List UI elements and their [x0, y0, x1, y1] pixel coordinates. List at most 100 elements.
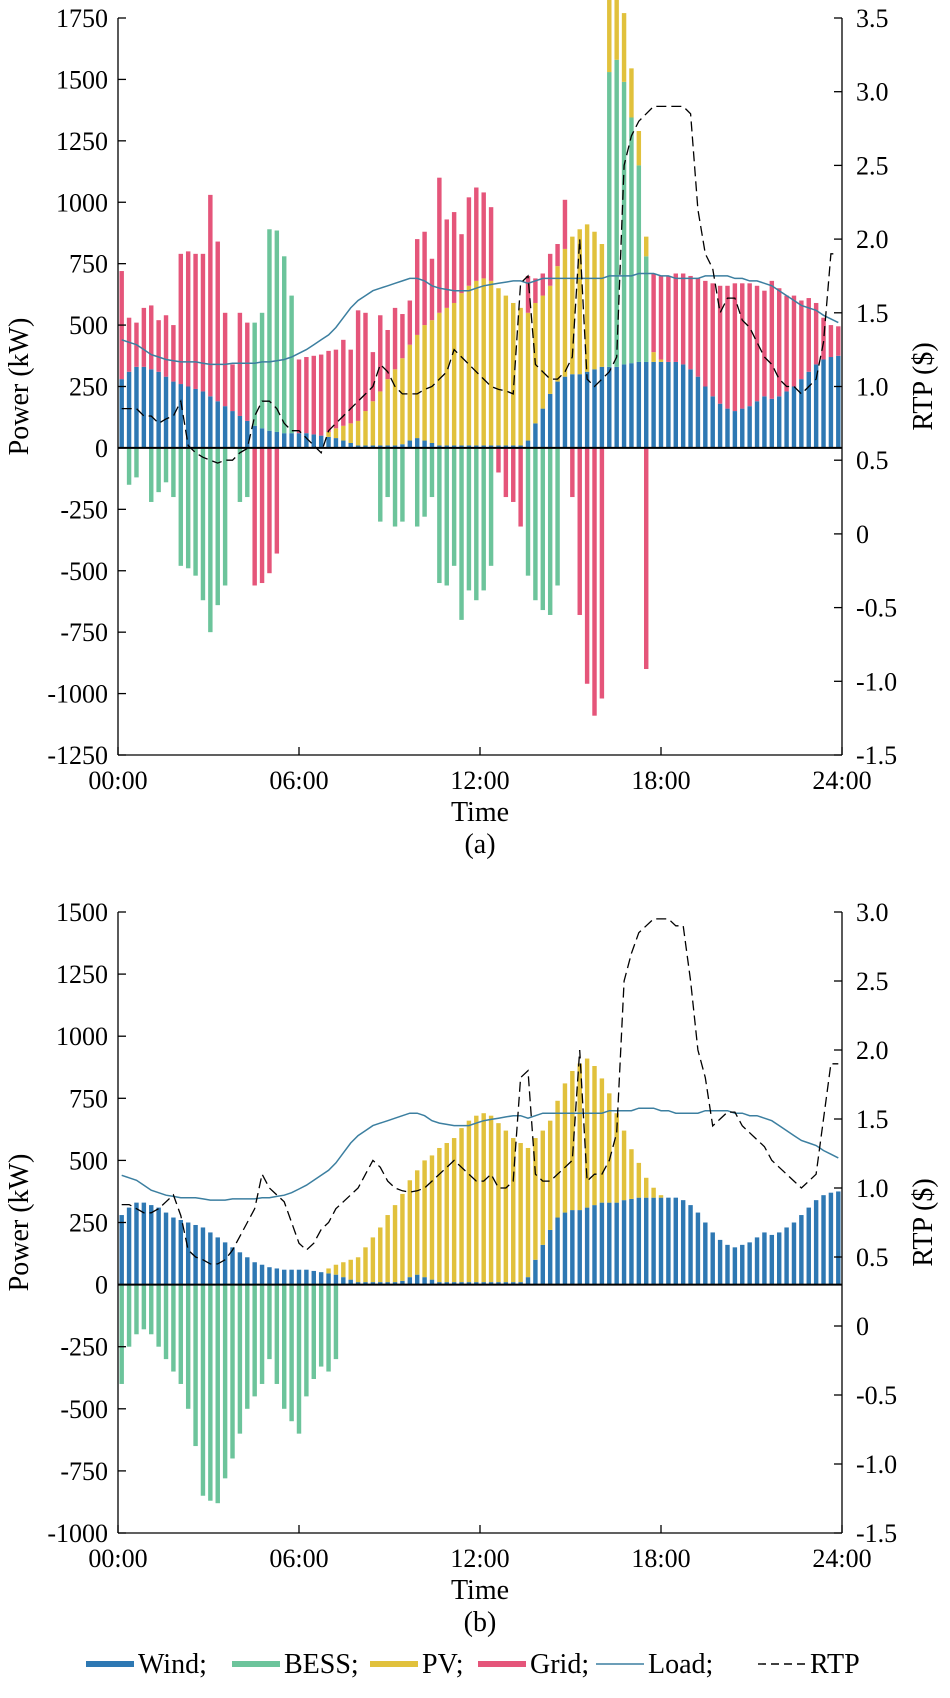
bar-wind: [119, 1215, 124, 1285]
bar-grid: [429, 258, 435, 321]
bar-wind: [193, 1224, 198, 1285]
bar-wind: [451, 445, 457, 448]
bar-wind: [208, 1232, 213, 1285]
bar-wind: [636, 1197, 642, 1285]
bar-wind: [392, 445, 398, 448]
bar-wind: [481, 445, 486, 448]
y2-tick-label: 1.0: [856, 373, 889, 402]
y2-tick-label: 3.0: [856, 898, 889, 927]
bar-pv: [496, 288, 501, 446]
bar-pv: [636, 131, 642, 166]
bar-grid: [400, 314, 405, 359]
bar-wind: [318, 1272, 324, 1285]
bar-pv: [577, 1063, 582, 1211]
x-tick-label: 12:00: [450, 1544, 509, 1573]
bar-wind: [488, 445, 494, 448]
y-tick-label: 1000: [56, 188, 108, 217]
y-tick-label: 1250: [56, 127, 108, 156]
bar-wind: [813, 364, 819, 448]
bar-pv: [555, 266, 560, 382]
bar-grid: [680, 273, 686, 365]
bar-grid: [363, 312, 368, 412]
bar-pv: [614, 1113, 619, 1203]
bar-wind: [762, 1232, 767, 1285]
bar-wind: [193, 388, 198, 448]
bar-wind: [518, 445, 523, 448]
bar-bess: [259, 1284, 265, 1384]
x-tick-label: 00:00: [88, 1544, 147, 1573]
bar-grid: [156, 320, 161, 372]
bar-pv: [525, 312, 531, 441]
bar-bess: [614, 59, 619, 367]
bar-bess: [629, 117, 634, 364]
bar-wind: [237, 415, 243, 448]
bar-pv: [444, 1143, 449, 1283]
bar-wind: [503, 445, 509, 448]
bar-wind: [644, 361, 649, 448]
bar-grid: [703, 280, 708, 387]
bar-wind: [178, 384, 184, 448]
bar-pv: [621, 1130, 627, 1201]
bar-bess: [289, 295, 294, 434]
bar-grid: [740, 283, 745, 409]
bar-bess: [252, 1284, 257, 1397]
bar-bess: [126, 1284, 132, 1347]
bar-wind: [171, 1217, 176, 1285]
bar-grid: [370, 352, 376, 402]
bar-wind: [163, 376, 169, 448]
bar-pv: [599, 1078, 605, 1203]
bar-pv: [651, 1187, 656, 1198]
bar-pv: [658, 1195, 664, 1198]
y-tick-label: 0: [95, 434, 108, 463]
bar-bess: [141, 1284, 147, 1330]
bar-bess: [208, 447, 213, 633]
bar-wind: [599, 1202, 605, 1285]
bar-pv: [584, 224, 590, 372]
bar-pv: [488, 1115, 494, 1283]
bar-wind: [555, 1217, 560, 1285]
bar-pv: [525, 1147, 531, 1278]
panel-b-chart: -1000 -750 -500 -250 0 250 500 750 1000 1250 1500 -…: [4, 898, 939, 1638]
bar-wind: [658, 1197, 664, 1285]
bar-pv: [607, 0, 612, 73]
bar-bess: [185, 1284, 191, 1409]
bar-bess: [392, 447, 398, 527]
x-tick-label: 06:00: [269, 766, 328, 795]
bar-wind: [126, 1207, 132, 1285]
bar-wind: [607, 1202, 612, 1285]
bar-bess: [533, 447, 538, 601]
bar-pv: [540, 1130, 546, 1245]
bar-wind: [680, 364, 686, 448]
bar-pv: [466, 1120, 472, 1283]
bar-bess: [540, 447, 546, 611]
bar-wind: [414, 438, 420, 448]
bar-grid: [651, 273, 656, 353]
bar-wind: [149, 1205, 154, 1285]
bar-bess: [200, 447, 206, 601]
bar-bess: [644, 256, 649, 362]
bar-wind: [828, 357, 834, 448]
bar-bess: [163, 1284, 169, 1360]
y-tick-label: -250: [60, 495, 108, 524]
bar-wind: [776, 396, 782, 448]
bar-wind: [259, 428, 265, 448]
bar-bess: [481, 447, 486, 591]
y-axis-title: Power (kW): [4, 318, 35, 456]
bar-grid: [644, 447, 649, 670]
bar-bess: [333, 1284, 339, 1360]
bar-wind: [326, 436, 331, 448]
bar-wind: [200, 391, 206, 448]
bar-wind: [481, 1282, 486, 1285]
bar-wind: [230, 1247, 235, 1285]
bar-bess: [252, 322, 257, 426]
bar-wind: [444, 445, 449, 448]
bar-pv: [570, 236, 575, 375]
bar-bess: [215, 1284, 220, 1504]
bar-wind: [259, 1264, 265, 1285]
bar-wind: [806, 371, 811, 448]
bar-wind: [725, 408, 730, 448]
bar-grid: [274, 447, 280, 554]
bar-wind: [444, 1282, 449, 1285]
bar-grid: [540, 273, 546, 296]
bar-wind: [289, 1269, 294, 1285]
